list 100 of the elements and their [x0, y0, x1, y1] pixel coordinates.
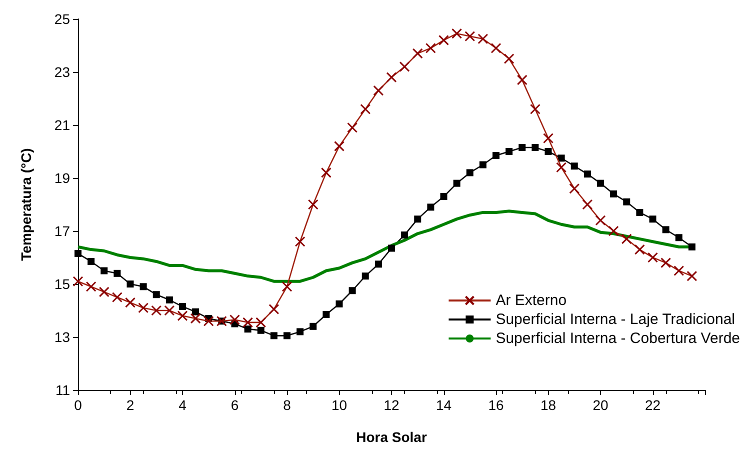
- point: [230, 314, 240, 326]
- point: [453, 180, 460, 187]
- y-tick-label: 15: [54, 276, 70, 292]
- point: [558, 154, 565, 162]
- point: [256, 317, 266, 328]
- point: [177, 310, 188, 322]
- x-axis-title: Hora Solar: [356, 429, 428, 445]
- point: [597, 180, 604, 187]
- point: [334, 140, 344, 152]
- point: [636, 208, 644, 216]
- point: [544, 148, 552, 155]
- x-tick-label: 4: [178, 397, 187, 413]
- point: [242, 317, 254, 328]
- point: [257, 326, 264, 334]
- x-tick-label: 10: [331, 397, 348, 413]
- point: [126, 280, 134, 288]
- point: [584, 170, 591, 178]
- point: [179, 303, 186, 310]
- y-tick-label: 13: [54, 329, 70, 345]
- point: [100, 267, 108, 274]
- y-tick-label: 23: [54, 64, 70, 80]
- x-tick-label: 14: [436, 397, 452, 413]
- point: [688, 243, 696, 250]
- point: [412, 48, 423, 59]
- point: [518, 144, 526, 152]
- point: [490, 42, 502, 54]
- point: [164, 305, 175, 316]
- point: [569, 183, 580, 194]
- x-tick-label: 20: [592, 397, 608, 413]
- point: [336, 300, 343, 308]
- point: [440, 193, 448, 200]
- point: [192, 308, 200, 316]
- point: [621, 234, 632, 244]
- point: [516, 74, 528, 86]
- point: [634, 244, 645, 255]
- point: [595, 215, 606, 226]
- point: [88, 258, 95, 265]
- point: [152, 291, 160, 298]
- point: [86, 281, 96, 292]
- point: [140, 283, 147, 290]
- point: [360, 104, 371, 114]
- point: [166, 296, 173, 304]
- point: [310, 322, 317, 330]
- point: [504, 54, 514, 64]
- point: [506, 148, 513, 155]
- y-tick-label: 19: [54, 170, 70, 186]
- point: [438, 34, 449, 46]
- legend-label: Superficial Interna - Laje Tradicional: [496, 311, 735, 328]
- point: [308, 199, 318, 210]
- point: [374, 260, 382, 268]
- point: [452, 28, 462, 39]
- point: [608, 226, 619, 236]
- point: [74, 250, 82, 258]
- point: [532, 144, 539, 152]
- y-axis-title: Temperatura (°C): [18, 148, 34, 261]
- x-tick-label: 22: [644, 397, 661, 413]
- point: [686, 270, 698, 282]
- point: [190, 313, 201, 324]
- point: [268, 304, 280, 314]
- point: [112, 292, 122, 302]
- point: [649, 216, 656, 223]
- point: [282, 281, 292, 292]
- y-tick-label: 25: [54, 11, 70, 27]
- point: [478, 34, 488, 44]
- point: [466, 169, 474, 176]
- point: [401, 231, 408, 238]
- point: [492, 152, 500, 159]
- point: [570, 162, 578, 170]
- x-tick-label: 2: [126, 397, 134, 413]
- point: [648, 252, 658, 263]
- legend-label: Superficial Interna - Cobertura Verde: [496, 330, 740, 347]
- point: [427, 204, 434, 211]
- point: [425, 42, 436, 54]
- point: [284, 332, 290, 340]
- point: [98, 286, 110, 298]
- point: [270, 332, 278, 340]
- point: [414, 216, 422, 223]
- point: [151, 305, 162, 316]
- point: [348, 287, 356, 294]
- point: [125, 297, 136, 308]
- x-tick-label: 12: [384, 397, 400, 413]
- x-tick-label: 6: [230, 397, 239, 413]
- x-tick-label: 8: [283, 397, 292, 413]
- point: [114, 270, 121, 277]
- point: [556, 162, 567, 173]
- point: [675, 234, 682, 242]
- point: [138, 302, 149, 314]
- point: [320, 167, 332, 178]
- y-tick-label: 21: [54, 117, 70, 133]
- x-tick-label: 16: [488, 397, 504, 413]
- point: [296, 328, 304, 336]
- y-tick-label: 11: [55, 382, 70, 398]
- legend-label: Ar Externo: [496, 292, 567, 309]
- point: [322, 310, 330, 318]
- point: [660, 258, 672, 268]
- point: [479, 161, 486, 168]
- point: [610, 190, 618, 198]
- x-tick-label: 18: [540, 397, 556, 413]
- point: [662, 226, 670, 234]
- point: [347, 122, 358, 133]
